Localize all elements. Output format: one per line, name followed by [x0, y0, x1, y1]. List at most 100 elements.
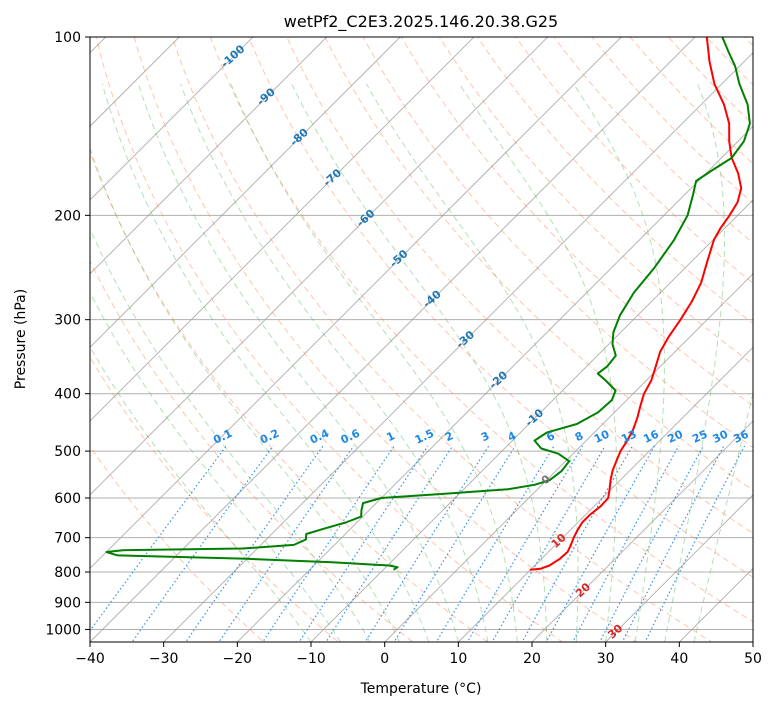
y-tick-label: 400: [54, 387, 81, 403]
mixing-ratio-label: 25: [690, 428, 709, 446]
mixing-ratio-label: 20: [666, 427, 686, 445]
y-tick-label: 800: [54, 565, 81, 581]
y-tick-label: 600: [54, 491, 81, 507]
mixing-ratio-line: [644, 445, 746, 642]
dry-adiabat: [629, 37, 753, 165]
mixing-ratio-label: 0.2: [258, 427, 281, 447]
dry-adiabat: [90, 445, 265, 642]
isotherm-line: [752, 641, 753, 642]
mixing-ratio-line: [599, 445, 704, 642]
moist-adiabat: [90, 227, 371, 642]
mixing-ratio-label: 0.1: [211, 427, 234, 447]
x-tick-label: 40: [670, 651, 688, 667]
x-tick-label: 20: [523, 651, 541, 667]
profile-lines: [105, 37, 751, 571]
mixing-ratio-line: [466, 445, 584, 642]
y-tick-label: 300: [54, 313, 81, 329]
x-tick-label: −30: [149, 651, 179, 667]
moist-adiabat: [180, 83, 489, 642]
y-tick-label: 700: [54, 531, 81, 547]
mixing-ratio-label: 0.6: [339, 427, 362, 447]
x-axis-title: Temperature (°C): [360, 681, 482, 697]
isotherm-line: [90, 37, 401, 348]
mixing-ratio-line: [364, 445, 490, 642]
moist-adiabat: [90, 291, 341, 642]
isotherm-line: [384, 273, 753, 642]
mixing-ratio-line: [262, 445, 395, 642]
mixing-ratio-line: [572, 445, 680, 642]
mixing-ratio-label: 10: [592, 427, 612, 445]
mixing-ratio-line: [131, 445, 274, 642]
y-tick-label: 100: [54, 30, 81, 46]
dry-adiabat: [171, 37, 713, 642]
moist-adiabat: [365, 83, 579, 642]
isotherm-line: [90, 37, 549, 496]
mixing-ratio-line: [491, 445, 606, 642]
mixing-ratio-line: [325, 445, 454, 642]
y-tick-label: 500: [54, 444, 81, 460]
y-axis: 100 200 300 400 500 600 700 800 900 1000: [45, 30, 90, 638]
mixing-ratio-label: 8: [573, 429, 585, 444]
mixing-ratio-label: 0.4: [308, 427, 331, 447]
dry-adiabat: [133, 37, 638, 642]
isotherm-line: [236, 125, 753, 642]
mixing-ratio-line: [435, 445, 555, 642]
isotherm-line: [678, 567, 753, 642]
temperature-line: [529, 37, 743, 571]
y-axis-title: Pressure (hPa): [13, 289, 29, 389]
plot-frame: [89, 36, 754, 643]
isotherm-line: [90, 37, 622, 570]
mixing-ratio-label: 3: [479, 429, 491, 444]
mixing-ratio-label: 36: [731, 427, 751, 445]
isotherm-line: [90, 37, 180, 127]
mixing-ratio-line: [545, 445, 656, 642]
x-tick-label: 0: [380, 651, 389, 667]
isotherm-label: 10: [549, 531, 569, 551]
x-tick-label: −40: [75, 651, 105, 667]
isotherm-line: [310, 199, 753, 642]
moist-adiabat: [137, 83, 459, 642]
dry-adiabat: [209, 37, 753, 623]
mixing-ratio-line: [621, 445, 725, 642]
dry-adiabat: [286, 37, 753, 534]
isotherm-line: [90, 37, 328, 275]
moist-adiabat: [90, 147, 400, 642]
mixing-ratio-label: 16: [641, 427, 661, 445]
isotherm-line: [90, 37, 696, 642]
moist-adiabat: [230, 83, 518, 642]
dry-adiabat: [248, 37, 753, 578]
mixing-ratio-line: [298, 445, 429, 642]
isotherm-label: 40: [643, 657, 663, 677]
dry-adiabat: [756, 10, 775, 654]
isotherm-line: [605, 494, 753, 642]
x-axis: −40 −30 −20 −10 0 10 20 30 40 50: [75, 642, 762, 667]
mixing-ratio-line: [218, 445, 355, 642]
moist-adiabat: [573, 83, 665, 642]
isotherm-line: [90, 37, 475, 422]
moist-adiabat: [458, 83, 617, 642]
x-tick-label: 10: [449, 651, 467, 667]
moist-adiabat: [101, 83, 430, 642]
mixing-ratio-label: 30: [711, 427, 731, 445]
mixing-ratio-label: 6: [544, 429, 557, 444]
x-tick-label: 50: [744, 651, 762, 667]
moist-adiabat: [664, 83, 726, 642]
x-tick-label: −20: [223, 651, 253, 667]
dry-adiabat: [400, 37, 753, 407]
y-tick-label: 1000: [45, 622, 81, 638]
isotherm-line: [90, 37, 254, 201]
y-tick-label: 200: [54, 208, 81, 224]
y-tick-label: 900: [54, 595, 81, 611]
dewpoint-line: [105, 37, 751, 571]
x-tick-label: 30: [597, 651, 615, 667]
dry-adiabat: [705, 37, 753, 86]
moist-adiabat: [90, 345, 312, 642]
isotherm-line: [457, 346, 753, 642]
background-lines: [90, 10, 775, 654]
dry-adiabat: [95, 37, 564, 642]
mixing-ratio-label: 13: [619, 428, 638, 446]
moist-adiabat: [693, 390, 753, 642]
dry-adiabat: [90, 259, 414, 642]
chart-title: wetPf2_C2E3.2025.146.20.38.G25: [284, 12, 558, 32]
isotherm-line: [531, 420, 753, 642]
